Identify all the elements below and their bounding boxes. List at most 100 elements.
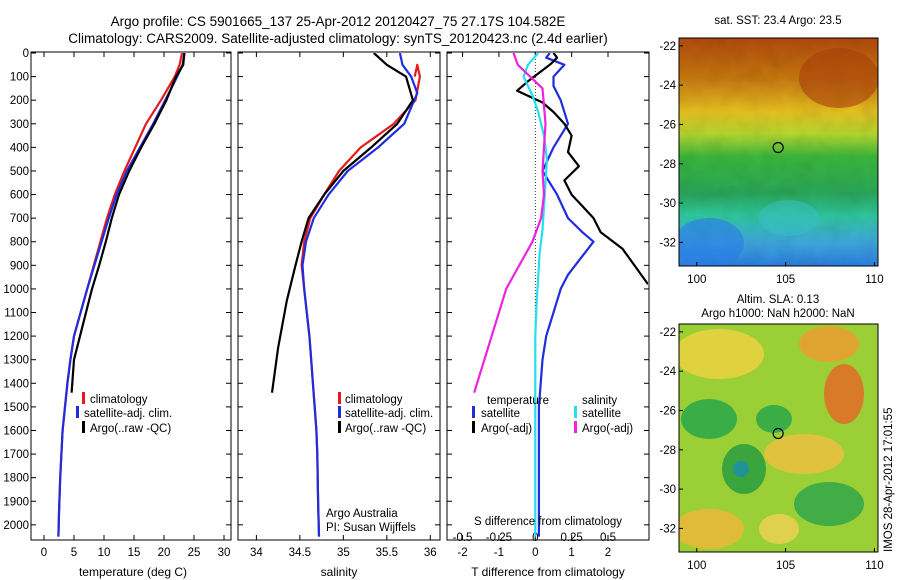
depth-tick-label: 600 (10, 190, 29, 202)
difference-legend-swatch-t-argo (472, 421, 475, 433)
depth-tick-label: 0 (23, 48, 29, 60)
salinity-legend-argo: Argo(..raw -QC) (345, 423, 426, 435)
map-x-tick-label: 100 (687, 560, 706, 572)
temperature-xlabel: temperature (deg C) (79, 565, 187, 579)
temperature-legend-satellite: satellite-adj. clim. (84, 408, 172, 420)
map-y-tick-label: -24 (659, 366, 676, 378)
salinity-plot-frame (237, 51, 441, 541)
temperature-legend-swatch-climatology (82, 392, 85, 404)
x2-tick-label: 0 (532, 532, 538, 544)
difference-legend-swatch-s-satellite (574, 406, 577, 418)
sst-map-image (679, 38, 878, 266)
sst-map-frame (678, 37, 879, 267)
difference-legend-salinity-header: salinity (582, 395, 617, 407)
x-tick-label: 10 (98, 547, 111, 559)
x-tick-label: 36 (424, 547, 437, 559)
x-tick-label: 5 (71, 547, 77, 559)
credit-line1: Argo Australia (326, 508, 398, 520)
salinity-panel: 34 34.5 35 35.5 36 salinity climatology sate… (237, 51, 441, 579)
sla-map: Altim. SLA: 0.13 Argo h1000: NaN h2000: … (659, 294, 883, 572)
difference-legend-swatch-s-argo (574, 421, 577, 433)
depth-tick-label: 800 (10, 237, 29, 249)
x-tick-label: 0 (41, 547, 47, 559)
depth-tick-label: 1700 (3, 449, 29, 461)
sst-map-title: sat. SST: 23.4 Argo: 23.5 (714, 15, 841, 27)
map-x-tick-label: 105 (776, 560, 795, 572)
x-tick-label: 30 (218, 547, 231, 559)
map-x-tick-label: 105 (776, 274, 795, 286)
depth-tick-label: 1900 (3, 496, 29, 508)
x-tick-label: 25 (188, 547, 201, 559)
x2-tick-label: 0.5 (600, 532, 616, 544)
sla-map-frame (678, 323, 879, 553)
x-tick-label: 34.5 (289, 547, 311, 559)
series-line-salinity-argo-adj- (473, 53, 547, 394)
salinity-xlabel: salinity (321, 565, 358, 579)
x2-tick-label: -0.25 (486, 532, 512, 544)
x-tick-label: 34 (250, 547, 263, 559)
temperature-panel: 0100200300400500600700800900100011001200… (3, 48, 232, 579)
difference-plot-frame (446, 51, 650, 541)
depth-tick-label: 700 (10, 213, 29, 225)
difference-legend-t-argo: Argo(-adj) (481, 423, 532, 435)
difference-panel: -2 -1 0 1 2 -0.5 -0.25 0 0.25 0.5 T difference f… (446, 51, 650, 579)
map-y-tick-label: -32 (659, 237, 676, 249)
x2-tick-label: 0.25 (560, 532, 582, 544)
x-tick-label: 35 (337, 547, 350, 559)
salinity-legend-swatch-argo (338, 421, 341, 433)
series-line-argo-raw-qc- (270, 53, 414, 393)
figure-title-line1: Argo profile: CS 5901665_137 25-Apr-2012… (111, 14, 566, 29)
salinity-legend-climatology: climatology (345, 394, 403, 406)
depth-tick-label: 1000 (3, 284, 29, 296)
difference-xlabel: T difference from climatology (471, 565, 625, 579)
figure-title-line2: Climatology: CARS2009. Satellite-adjuste… (68, 31, 608, 46)
sst-map-argo-marker (772, 141, 784, 154)
depth-tick-label: 1400 (3, 378, 29, 390)
temperature-legend-argo: Argo(..raw -QC) (90, 423, 171, 435)
series-line-argo-raw-qc- (70, 53, 186, 393)
map-y-tick-label: -28 (659, 445, 676, 457)
map-y-tick-label: -26 (659, 405, 676, 417)
sla-map-title-line1: Altim. SLA: 0.13 (737, 294, 819, 306)
sst-map: sat. SST: 23.4 Argo: 23.5 (659, 15, 883, 286)
salinity-legend-satellite: satellite-adj. clim. (345, 408, 433, 420)
depth-tick-label: 100 (10, 72, 29, 84)
x-tick-label: -1 (494, 547, 504, 559)
depth-tick-label: 1800 (3, 473, 29, 485)
map-y-tick-label: -26 (659, 119, 676, 131)
side-stamp: IMOS 28-Apr-2012 17:01:55 (883, 408, 895, 552)
depth-tick-label: 1100 (4, 308, 29, 320)
x-tick-label: 20 (158, 547, 171, 559)
depth-tick-label: 400 (10, 142, 29, 154)
map-y-tick-label: -22 (659, 41, 676, 53)
depth-tick-label: 1500 (3, 402, 29, 414)
difference-legend: temperature salinity satellite Argo(-adj… (472, 395, 633, 435)
depth-tick-label: 1600 (3, 425, 29, 437)
map-y-tick-label: -30 (659, 198, 676, 210)
temperature-legend: climatology satellite-adj. clim. Argo(..… (76, 392, 172, 435)
depth-tick-label: 200 (10, 95, 29, 107)
map-x-tick-label: 110 (865, 560, 883, 572)
difference-x2label: S difference from climatology (474, 516, 622, 528)
depth-tick-label: 300 (10, 119, 29, 131)
depth-tick-label: 500 (10, 166, 29, 178)
temperature-legend-swatch-satellite (76, 406, 79, 418)
temperature-legend-climatology: climatology (90, 394, 148, 406)
map-y-tick-label: -30 (659, 484, 676, 496)
x2-tick-label: -0.5 (453, 532, 473, 544)
difference-legend-s-argo: Argo(-adj) (582, 423, 633, 435)
difference-legend-t-satellite: satellite (481, 408, 520, 420)
temperature-plot-frame (30, 51, 232, 541)
depth-tick-label: 900 (10, 260, 29, 272)
difference-legend-swatch-t-satellite (472, 406, 475, 418)
x-tick-label: 35.5 (376, 547, 398, 559)
x-tick-label: 2 (605, 547, 611, 559)
x-tick-label: 1 (568, 547, 574, 559)
series-line-satellite-adj-clim- (301, 53, 419, 537)
series-line-temperature-satellite (537, 53, 595, 537)
difference-legend-temperature-header: temperature (487, 395, 549, 407)
x-tick-label: 15 (128, 547, 141, 559)
salinity-legend-swatch-satellite (338, 406, 341, 418)
depth-tick-label: 2000 (3, 520, 29, 532)
temperature-legend-swatch-argo (82, 421, 85, 433)
